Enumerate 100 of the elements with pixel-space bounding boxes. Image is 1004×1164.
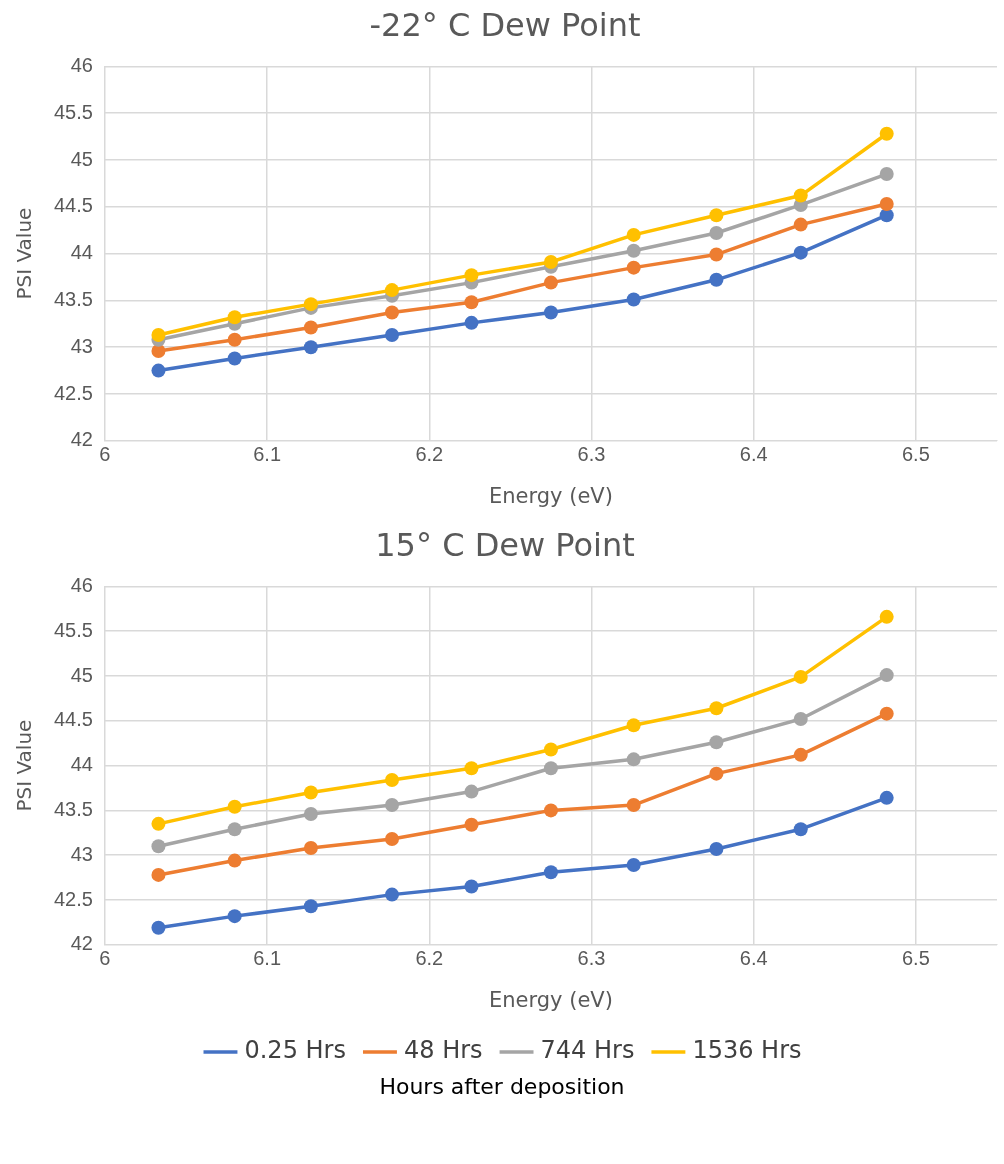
x-tick-label: 6.4 bbox=[739, 443, 768, 466]
point bbox=[543, 255, 558, 270]
y-tick-label: 45.5 bbox=[53, 100, 93, 123]
x-tick-label: 6.1 bbox=[253, 443, 282, 466]
point bbox=[709, 208, 724, 223]
point bbox=[227, 822, 242, 837]
point bbox=[709, 701, 724, 716]
legend-label: 744 Hrs bbox=[540, 1036, 635, 1065]
point bbox=[543, 865, 558, 880]
point bbox=[793, 188, 808, 203]
x-tick-label: 6.4 bbox=[739, 947, 768, 970]
legend-label: 48 Hrs bbox=[403, 1036, 483, 1065]
y-tick-label: 43.5 bbox=[53, 797, 93, 820]
point bbox=[464, 315, 479, 330]
y-tick-label: 46 bbox=[70, 53, 93, 76]
y-axis-title: PSI Value bbox=[12, 207, 37, 300]
y-tick-label: 45 bbox=[70, 663, 93, 686]
point bbox=[879, 790, 894, 805]
point bbox=[303, 340, 318, 355]
y-tick-label: 44.5 bbox=[53, 708, 93, 731]
chart-title: -22° C Dew Point bbox=[369, 5, 641, 44]
point bbox=[227, 332, 242, 347]
point bbox=[303, 785, 318, 800]
y-tick-label: 46 bbox=[70, 573, 93, 596]
point bbox=[793, 712, 808, 727]
point bbox=[793, 245, 808, 260]
point bbox=[879, 167, 894, 182]
y-tick-label: 44 bbox=[70, 241, 93, 264]
point bbox=[879, 609, 894, 624]
point bbox=[385, 328, 400, 343]
y-tick-label: 44.5 bbox=[53, 194, 93, 217]
x-axis-title: Energy (eV) bbox=[489, 987, 613, 1012]
point bbox=[464, 295, 479, 310]
point bbox=[793, 822, 808, 837]
point bbox=[385, 798, 400, 813]
y-axis-title: PSI Value bbox=[12, 719, 37, 812]
point bbox=[464, 761, 479, 776]
x-tick-label: 6.1 bbox=[253, 947, 282, 970]
y-tick-label: 43.5 bbox=[53, 287, 93, 310]
point bbox=[151, 816, 166, 831]
point bbox=[793, 217, 808, 232]
point bbox=[303, 899, 318, 914]
point bbox=[709, 272, 724, 287]
point bbox=[151, 363, 166, 378]
point bbox=[385, 832, 400, 847]
point bbox=[385, 283, 400, 298]
point bbox=[543, 275, 558, 290]
y-tick-label: 45 bbox=[70, 147, 93, 170]
point bbox=[151, 839, 166, 854]
y-tick-label: 45.5 bbox=[53, 618, 93, 641]
point bbox=[543, 761, 558, 776]
x-tick-label: 6.2 bbox=[415, 443, 444, 466]
legend-label: 1536 Hrs bbox=[692, 1036, 802, 1065]
y-tick-label: 42.5 bbox=[53, 381, 93, 404]
point bbox=[543, 803, 558, 818]
point bbox=[543, 305, 558, 320]
point bbox=[385, 887, 400, 902]
point bbox=[151, 920, 166, 935]
point bbox=[227, 310, 242, 325]
y-tick-label: 44 bbox=[70, 753, 93, 776]
point bbox=[626, 858, 641, 873]
point bbox=[879, 706, 894, 721]
point bbox=[464, 784, 479, 799]
point bbox=[303, 320, 318, 335]
point bbox=[151, 328, 166, 343]
point bbox=[626, 752, 641, 767]
point bbox=[709, 735, 724, 750]
x-tick-label: 6 bbox=[99, 443, 111, 466]
point bbox=[626, 243, 641, 258]
y-tick-label: 42 bbox=[70, 428, 93, 451]
point bbox=[543, 742, 558, 757]
x-tick-label: 6.5 bbox=[902, 443, 930, 466]
x-tick-label: 6.3 bbox=[577, 947, 606, 970]
point bbox=[879, 196, 894, 211]
x-tick-label: 6.3 bbox=[577, 443, 606, 466]
point bbox=[626, 260, 641, 275]
point bbox=[709, 247, 724, 262]
y-tick-label: 43 bbox=[70, 334, 93, 357]
point bbox=[626, 718, 641, 733]
point bbox=[385, 772, 400, 787]
point bbox=[227, 853, 242, 868]
chart-title: 15° C Dew Point bbox=[375, 525, 635, 564]
point bbox=[303, 841, 318, 856]
point bbox=[879, 668, 894, 683]
point bbox=[464, 817, 479, 832]
point bbox=[227, 351, 242, 366]
point bbox=[709, 766, 724, 781]
y-tick-label: 43 bbox=[70, 842, 93, 865]
point bbox=[626, 798, 641, 813]
point bbox=[709, 841, 724, 856]
point bbox=[227, 799, 242, 814]
x-tick-label: 6.5 bbox=[902, 947, 930, 970]
legend-label: 0.25 Hrs bbox=[244, 1036, 346, 1065]
point bbox=[793, 669, 808, 684]
point bbox=[709, 226, 724, 241]
legend-title: Hours after deposition bbox=[378, 1074, 626, 1099]
x-tick-label: 6.2 bbox=[415, 947, 444, 970]
point bbox=[464, 268, 479, 283]
y-tick-label: 42 bbox=[70, 932, 93, 955]
point bbox=[464, 879, 479, 894]
